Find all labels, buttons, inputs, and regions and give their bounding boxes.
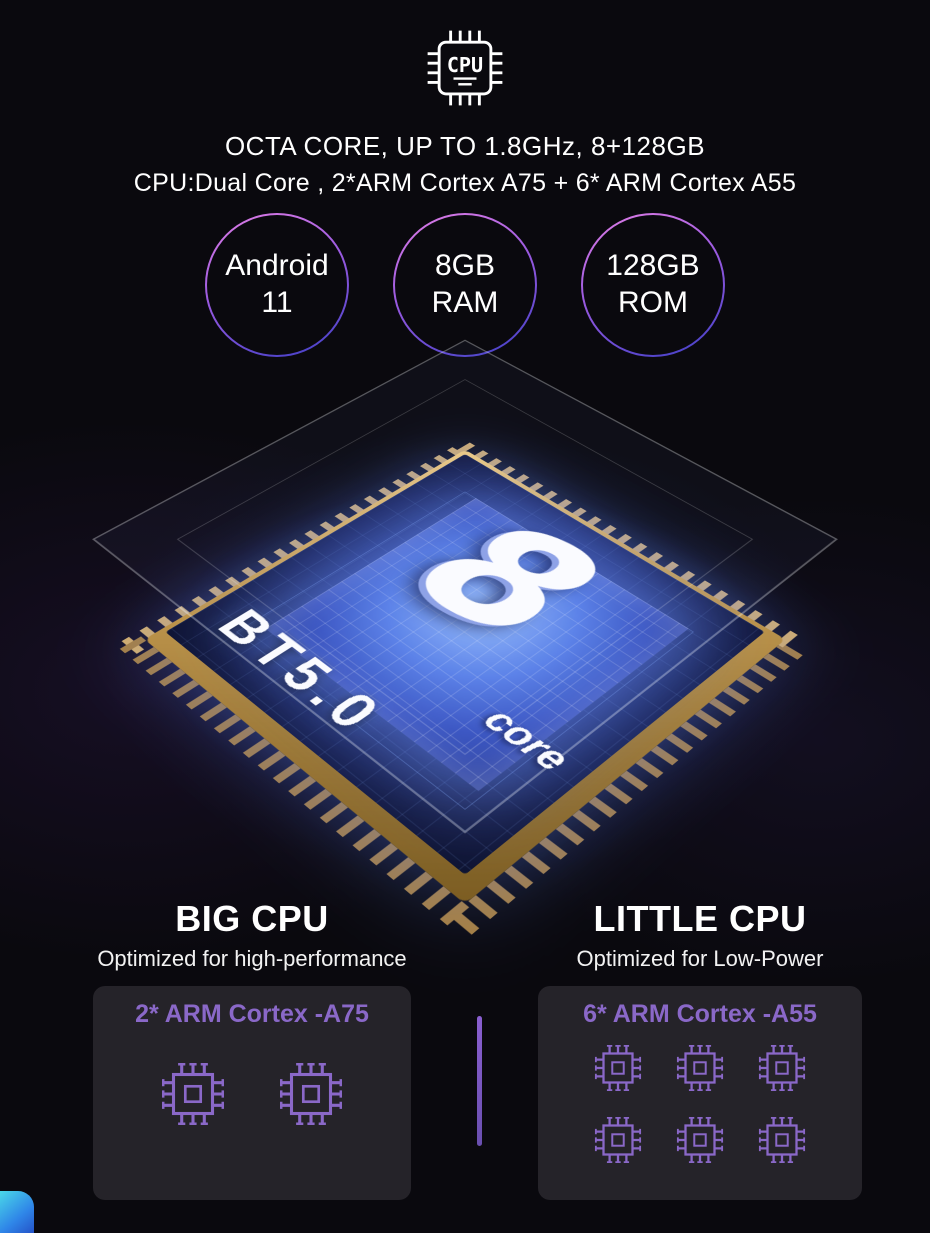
cpu-chip-icon bbox=[758, 1116, 806, 1164]
headline-cpu-config: CPU:Dual Core , 2*ARM Cortex A75 + 6* AR… bbox=[133, 169, 797, 197]
spec-circle-line1: Android bbox=[225, 249, 329, 283]
cpu-chip-icon bbox=[758, 1044, 806, 1092]
cpu-chip-icon bbox=[594, 1116, 642, 1164]
column-divider bbox=[477, 1016, 482, 1146]
little-cpu-panel: 6* ARM Cortex -A55 bbox=[538, 986, 862, 1200]
spec-circle-ram: 8GB RAM bbox=[393, 213, 537, 357]
cpu-chip-icon bbox=[594, 1044, 642, 1092]
chip-illustration: 8 core BT5.0 bbox=[0, 339, 930, 941]
cpu-icon: CPU bbox=[427, 30, 503, 106]
next-section-corner-decoration bbox=[0, 1191, 34, 1233]
cpu-badge: CPU bbox=[419, 22, 511, 119]
cpu-icon-label: CPU bbox=[447, 53, 483, 77]
spec-circle-line2: ROM bbox=[618, 286, 688, 319]
spec-circle-line2: 11 bbox=[261, 286, 293, 319]
little-cpu-section: LITTLE CPU Optimized for Low-Power 6* AR… bbox=[538, 898, 862, 1200]
big-cpu-spec: 2* ARM Cortex -A75 bbox=[135, 1000, 369, 1028]
spec-circle-rom: 128GB ROM bbox=[581, 213, 725, 357]
spec-circle-android: Android 11 bbox=[205, 213, 349, 357]
spec-circle-line1: 128GB bbox=[606, 249, 700, 283]
cpu-chip-icon bbox=[676, 1116, 724, 1164]
spec-circle-line2: RAM bbox=[431, 286, 499, 319]
headline-octa-core: OCTA CORE, UP TO 1.8GHz, 8+128GB bbox=[224, 131, 706, 161]
big-cpu-panel: 2* ARM Cortex -A75 bbox=[93, 986, 411, 1200]
big-cpu-chip-icons bbox=[93, 1055, 411, 1133]
little-cpu-spec: 6* ARM Cortex -A55 bbox=[583, 1000, 817, 1028]
cpu-chip-icon bbox=[162, 1063, 224, 1125]
big-cpu-subtitle: Optimized for high-performance bbox=[97, 946, 407, 971]
spec-circles: Android 11 8GB RAM 128GB ROM bbox=[205, 213, 725, 357]
little-cpu-subtitle: Optimized for Low-Power bbox=[576, 946, 824, 971]
little-cpu-title: LITTLE CPU bbox=[593, 898, 807, 939]
big-cpu-title: BIG CPU bbox=[175, 898, 329, 939]
big-cpu-section: BIG CPU Optimized for high-performance 2… bbox=[93, 898, 411, 1200]
spec-circle-line1: 8GB bbox=[434, 249, 496, 283]
cpu-chip-icon bbox=[280, 1063, 342, 1125]
cpu-chip-icon bbox=[676, 1044, 724, 1092]
little-cpu-chip-icons bbox=[570, 1039, 830, 1169]
